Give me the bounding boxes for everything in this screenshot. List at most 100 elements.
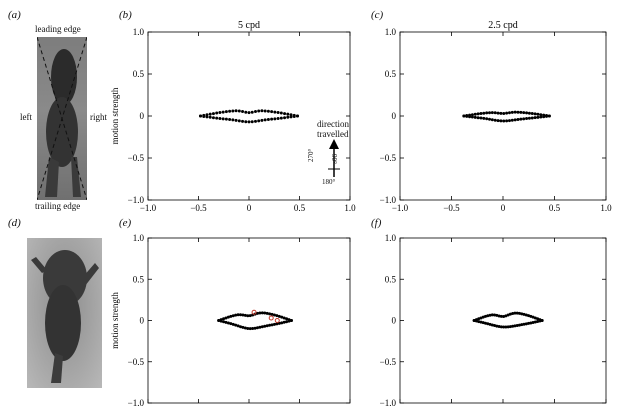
data-point xyxy=(507,119,511,123)
x-tick-label: 1.0 xyxy=(344,203,356,213)
data-point xyxy=(499,325,503,329)
data-point xyxy=(272,313,276,317)
data-point xyxy=(473,112,477,116)
data-point xyxy=(517,323,521,327)
data-point xyxy=(289,319,293,322)
data-point xyxy=(224,110,228,114)
data-point xyxy=(488,322,492,326)
data-point xyxy=(221,110,225,114)
data-point xyxy=(231,109,235,113)
y-tick-label: 0.5 xyxy=(385,274,397,284)
data-point xyxy=(493,324,497,328)
data-point xyxy=(243,313,247,317)
data-point xyxy=(490,323,494,327)
data-point xyxy=(470,115,474,119)
x-tick-label: −1.0 xyxy=(140,203,157,213)
data-point xyxy=(499,119,503,123)
data-point xyxy=(237,109,241,113)
y-tick-label: 0 xyxy=(392,111,397,121)
data-point xyxy=(260,118,264,122)
data-point xyxy=(493,118,497,122)
y-axis-label: motion strength xyxy=(110,292,120,349)
x-tick-label: 0 xyxy=(501,203,506,213)
data-point xyxy=(536,317,540,321)
data-point xyxy=(222,317,226,321)
data-point xyxy=(485,111,489,115)
data-point xyxy=(263,118,267,122)
data-point xyxy=(486,314,490,318)
panel-label-b: (b) xyxy=(119,9,132,21)
data-point xyxy=(211,116,215,120)
data-point xyxy=(255,326,259,330)
data-point xyxy=(280,315,284,319)
chart-b-5cpd: 1.0 0.5 0 −0.5 −1.0−1.0 −0.5 0 0.5 1.0 5 cpd motio… xyxy=(110,20,356,213)
data-point xyxy=(253,326,257,330)
data-point xyxy=(273,110,277,114)
data-point xyxy=(490,118,494,122)
y-tick-label: −0.5 xyxy=(380,357,397,367)
panel-label-e: (e) xyxy=(119,217,132,229)
data-point xyxy=(510,110,514,114)
data-point xyxy=(522,312,526,316)
highlight-point xyxy=(251,309,257,315)
data-point xyxy=(234,118,238,122)
chart-e: 1.0 0.5 0 −0.5 −1.0 motion strength xyxy=(110,233,351,406)
direction-90-label: 90° xyxy=(330,154,338,164)
data-point xyxy=(253,110,257,114)
data-point xyxy=(224,316,228,320)
data-point xyxy=(272,322,276,326)
data-point xyxy=(208,115,212,119)
data-point xyxy=(499,314,503,318)
x-tick-label: −0.5 xyxy=(443,203,460,213)
data-point xyxy=(292,114,296,118)
data-point xyxy=(522,322,526,326)
data-point xyxy=(513,118,517,122)
data-point xyxy=(505,119,509,123)
data-point xyxy=(483,321,487,325)
data-point xyxy=(268,323,272,327)
frog-photo-side-view xyxy=(27,238,102,388)
data-point xyxy=(513,324,517,328)
data-point xyxy=(202,114,206,118)
x-tick-label: −0.5 xyxy=(190,203,207,213)
data-point xyxy=(468,115,472,119)
data-point xyxy=(533,320,537,324)
direction-arrow-icon xyxy=(328,139,340,177)
data-point xyxy=(205,115,209,119)
data-point xyxy=(493,313,497,317)
data-point xyxy=(462,114,466,118)
y-tick-label: 0 xyxy=(140,316,145,326)
data-point xyxy=(217,319,221,323)
data-point xyxy=(211,112,215,116)
data-point xyxy=(275,314,279,318)
data-point xyxy=(517,311,521,315)
data-point xyxy=(241,119,245,123)
data-point xyxy=(257,119,261,123)
data-point xyxy=(276,116,280,120)
y-tick-label: 0 xyxy=(392,316,397,326)
data-point xyxy=(477,317,481,321)
data-point xyxy=(246,314,250,318)
data-point xyxy=(246,326,250,330)
data-point xyxy=(476,112,480,116)
data-point xyxy=(539,115,543,119)
data-point xyxy=(226,315,230,319)
frog-silhouette-d xyxy=(31,250,99,383)
direction-legend-title-1: direction xyxy=(317,119,349,129)
data-point xyxy=(283,112,287,116)
data-point xyxy=(289,115,293,119)
data-point xyxy=(513,311,517,315)
data-point xyxy=(263,324,267,328)
data-point xyxy=(533,112,537,116)
data-point xyxy=(488,313,492,317)
data-point xyxy=(257,109,261,113)
data-point xyxy=(527,116,531,120)
y-tick-label: −1.0 xyxy=(380,195,397,205)
data-point xyxy=(231,314,235,318)
data-point xyxy=(507,111,511,115)
data-point xyxy=(266,118,270,122)
data-point xyxy=(508,325,512,329)
data-point xyxy=(250,110,254,114)
y-tick-label: −1.0 xyxy=(128,398,145,406)
data-point xyxy=(495,313,499,317)
